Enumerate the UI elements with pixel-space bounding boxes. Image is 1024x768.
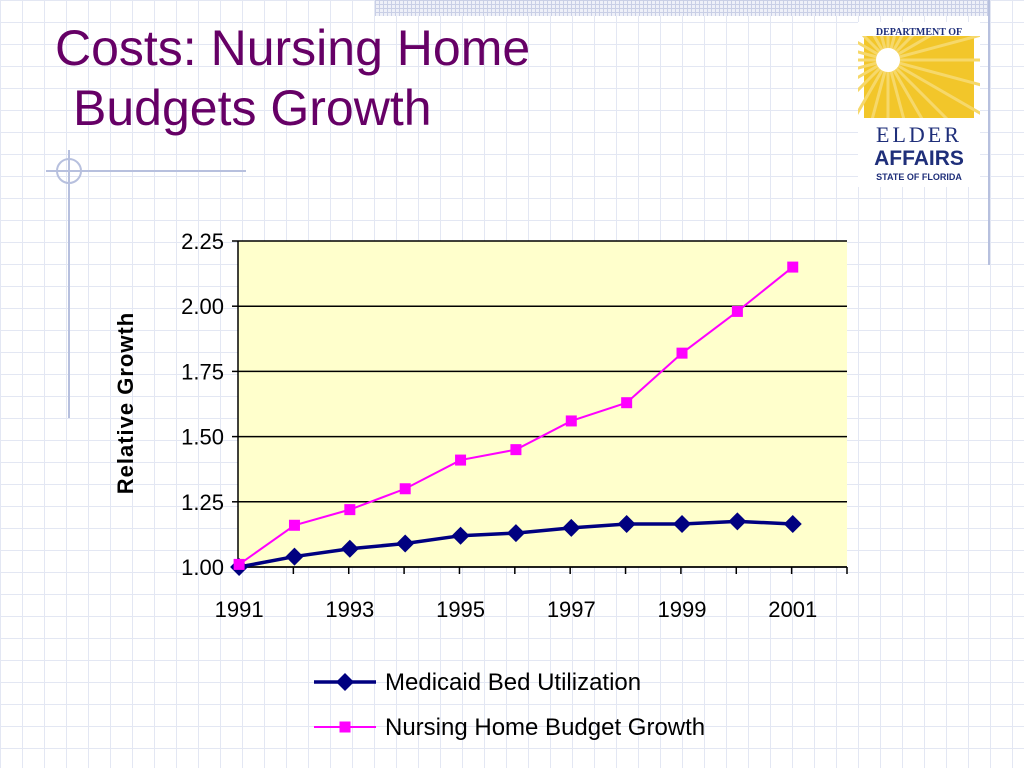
data-point — [344, 504, 356, 516]
legend-label: Nursing Home Budget Growth — [385, 714, 705, 741]
x-tick-label: 2001 — [768, 597, 817, 622]
elder-affairs-logo-graphic: DEPARTMENT OF ELDER AFFAIRS STATE OF FLO… — [858, 27, 980, 187]
series-nursing-home-budget-growth — [233, 261, 799, 570]
data-point — [565, 415, 577, 427]
x-tick-label: 1999 — [658, 597, 707, 622]
data-point — [562, 518, 581, 537]
data-point — [506, 524, 525, 543]
logo-sun-ray — [858, 58, 889, 80]
legend-entry: Nursing Home Budget Growth — [314, 714, 705, 741]
logo-sun-ray — [886, 36, 904, 61]
logo-sun-ray — [887, 58, 980, 87]
logo-sun-ray — [858, 50, 889, 62]
data-point — [728, 512, 747, 531]
slide-title: Costs: Nursing Home Budgets Growth — [55, 18, 530, 138]
x-tick-label: 1997 — [547, 597, 596, 622]
slide-title-line1: Costs: Nursing Home — [55, 20, 531, 76]
data-point — [285, 547, 304, 566]
data-point — [510, 444, 522, 456]
data-point — [673, 514, 692, 533]
y-tick-label: 1.25 — [181, 490, 224, 515]
decor-right-line — [988, 0, 990, 265]
logo-sun-ray — [858, 40, 889, 62]
data-point — [787, 261, 799, 273]
data-point — [676, 347, 688, 359]
logo-sun-ray — [861, 36, 890, 62]
y-tick-label: 1.50 — [181, 425, 224, 450]
x-tick-label: 1995 — [436, 597, 485, 622]
data-point — [451, 526, 470, 545]
decor-horizontal-line — [46, 170, 246, 172]
data-point — [396, 534, 415, 553]
data-point — [455, 454, 467, 466]
logo-sun-ray — [887, 36, 980, 62]
logo-sun-ray — [858, 59, 890, 115]
logo-sun-ray — [886, 36, 915, 62]
logo-sun-core — [876, 48, 900, 72]
decor-vertical-line — [68, 150, 70, 418]
logo-sun-ray — [886, 36, 896, 61]
data-point — [288, 519, 300, 531]
logo-sun-ray — [887, 36, 933, 62]
data-point — [617, 514, 636, 533]
logo-sun-ray — [872, 36, 890, 61]
elder-affairs-logo: DEPARTMENT OF ELDER AFFAIRS STATE OF FLO… — [858, 22, 980, 187]
decor-circle — [56, 158, 82, 184]
logo-top-text: DEPARTMENT OF — [876, 27, 962, 38]
logo-main-text-1: ELDER — [876, 122, 962, 147]
y-tick-label: 2.00 — [181, 294, 224, 319]
logo-sun-ray — [887, 58, 980, 115]
x-tick-label: 1993 — [325, 597, 374, 622]
x-tick-label: 1991 — [215, 597, 264, 622]
data-point — [233, 558, 245, 570]
y-tick-label: 1.75 — [181, 359, 224, 384]
slide-title-line2: Budgets Growth — [73, 80, 432, 136]
y-tick-label: 1.00 — [181, 555, 224, 580]
logo-sun-ray — [880, 36, 890, 61]
data-point — [621, 397, 633, 409]
y-axis-label: Relative Growth — [113, 312, 138, 494]
data-point — [399, 483, 411, 495]
plot-area — [238, 241, 847, 567]
data-point — [340, 539, 359, 558]
logo-sun-ray — [858, 58, 890, 93]
top-decor-band — [375, 0, 990, 16]
y-tick-label: 2.25 — [181, 229, 224, 254]
logo-main-text-2: AFFAIRS — [874, 147, 964, 170]
legend-marker — [339, 721, 351, 733]
data-point — [783, 514, 802, 533]
logo-bottom-text: STATE OF FLORIDA — [876, 172, 962, 182]
logo-sun-ray — [858, 58, 889, 70]
legend-entry: Medicaid Bed Utilization — [314, 669, 641, 696]
legend-marker — [336, 673, 354, 691]
data-point — [731, 305, 743, 317]
legend-label: Medicaid Bed Utilization — [385, 669, 641, 696]
